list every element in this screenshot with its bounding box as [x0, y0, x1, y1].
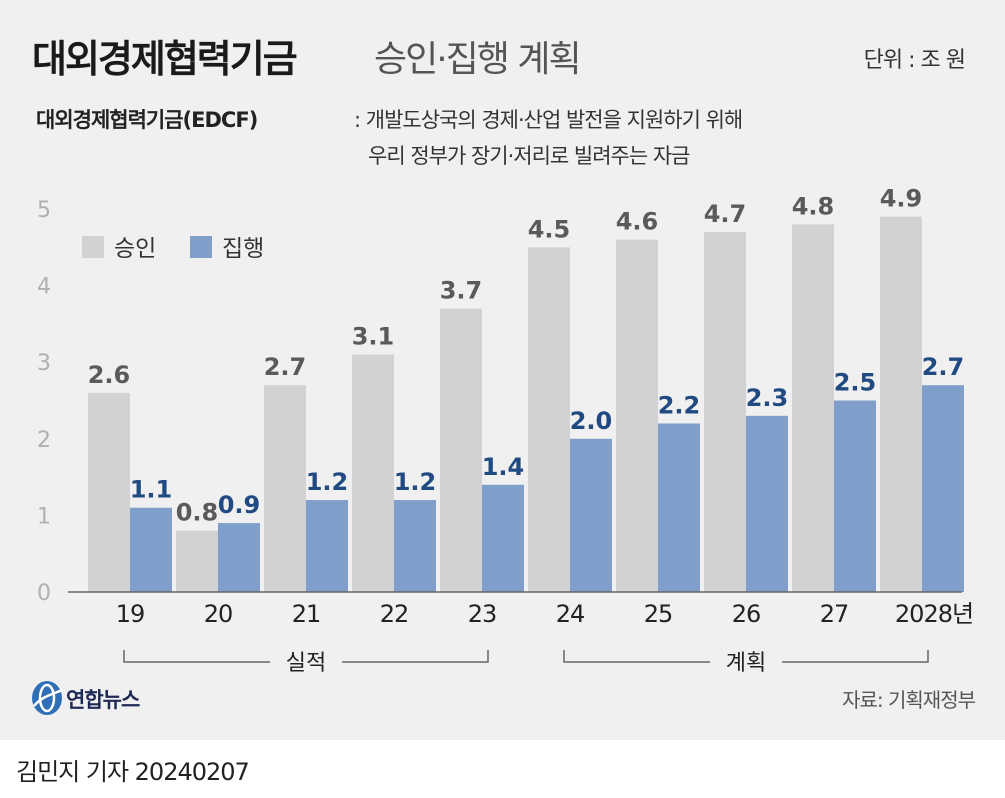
bar-execution — [218, 523, 260, 592]
x-tick-label: 23 — [468, 600, 497, 628]
byline: 김민지 기자 20240207 — [16, 758, 250, 786]
x-tick-label: 26 — [732, 600, 761, 628]
legend-swatch — [190, 236, 212, 258]
bar-execution — [482, 484, 524, 592]
chart-title: 대외경제협력기금 — [32, 37, 298, 81]
data-label-approval: 3.1 — [352, 323, 395, 351]
chart-subtitle: 승인·집행 계획 — [374, 39, 582, 80]
y-tick-label: 2 — [37, 428, 51, 453]
data-label-execution: 2.7 — [922, 353, 965, 381]
bar-approval — [528, 247, 570, 593]
data-label-execution: 2.0 — [570, 407, 613, 435]
legend-label: 승인 — [114, 236, 156, 262]
data-label-approval: 4.5 — [528, 215, 571, 243]
bar-execution — [394, 500, 436, 592]
x-tick-label: 25 — [644, 600, 673, 628]
x-tick-label: 20 — [204, 600, 233, 628]
data-label-execution: 0.9 — [218, 491, 261, 519]
bar-approval — [440, 308, 482, 592]
y-tick-label: 3 — [37, 351, 51, 376]
data-label-execution: 1.2 — [306, 468, 349, 496]
y-tick-label: 1 — [37, 504, 51, 529]
bar-approval — [176, 530, 218, 592]
x-tick-label: 24 — [556, 600, 585, 628]
data-label-approval: 4.7 — [704, 200, 747, 228]
bar-execution — [922, 385, 964, 592]
group-bracket — [123, 650, 489, 663]
data-label-execution: 2.2 — [658, 391, 701, 419]
definition-term: 대외경제협력기금(EDCF) — [36, 108, 258, 132]
bar-approval — [264, 385, 306, 592]
y-tick-label: 4 — [37, 275, 51, 300]
yonhap-globe-icon — [32, 681, 63, 715]
data-label-execution: 1.2 — [394, 468, 437, 496]
data-label-approval: 2.6 — [88, 361, 131, 389]
bar-execution — [130, 507, 172, 592]
bar-execution — [834, 400, 876, 592]
bar-approval — [352, 354, 394, 592]
x-tick-label: 19 — [116, 600, 145, 628]
bar-execution — [570, 438, 612, 592]
group-bracket — [563, 650, 929, 663]
data-label-approval: 2.7 — [264, 353, 307, 381]
bar-execution — [746, 415, 788, 592]
group-label: 실적 — [286, 651, 326, 676]
legend-swatch — [82, 236, 104, 258]
bar-approval — [704, 231, 746, 593]
bar-approval — [792, 224, 834, 592]
yonhap-logo: 연합뉴스 — [28, 676, 178, 720]
x-tick-label: 22 — [380, 600, 409, 628]
data-label-approval: 4.8 — [792, 192, 835, 220]
source-note: 자료: 기획재정부 — [842, 688, 976, 712]
y-tick-label: 5 — [37, 198, 51, 223]
x-tick-label: 27 — [820, 600, 849, 628]
group-label: 계획 — [726, 651, 766, 676]
legend-label: 집행 — [222, 236, 264, 262]
data-label-execution: 1.4 — [482, 453, 525, 481]
data-label-execution: 1.1 — [130, 476, 173, 504]
data-label-approval: 4.6 — [616, 208, 659, 236]
unit-label: 단위 : 조 원 — [863, 48, 966, 73]
data-label-approval: 4.9 — [880, 185, 923, 213]
x-tick-label: 2028년 — [895, 600, 973, 628]
data-label-execution: 2.5 — [834, 369, 877, 397]
data-label-execution: 2.3 — [746, 384, 789, 412]
data-label-approval: 0.8 — [176, 499, 219, 527]
bar-execution — [306, 500, 348, 592]
definition-line-1: : 개발도상국의 경제·산업 발전을 지원하기 위해 — [354, 108, 743, 132]
bar-execution — [658, 423, 700, 592]
bar-approval — [88, 392, 130, 592]
graphic-background — [0, 0, 1005, 740]
bar-approval — [616, 239, 658, 592]
definition-line-2: 우리 정부가 장기·저리로 빌려주는 자금 — [368, 144, 690, 168]
data-label-approval: 3.7 — [440, 277, 483, 305]
x-tick-label: 21 — [292, 600, 321, 628]
y-tick-label: 0 — [37, 581, 51, 606]
logo-text: 연합뉴스 — [66, 688, 140, 712]
bar-approval — [880, 216, 922, 592]
